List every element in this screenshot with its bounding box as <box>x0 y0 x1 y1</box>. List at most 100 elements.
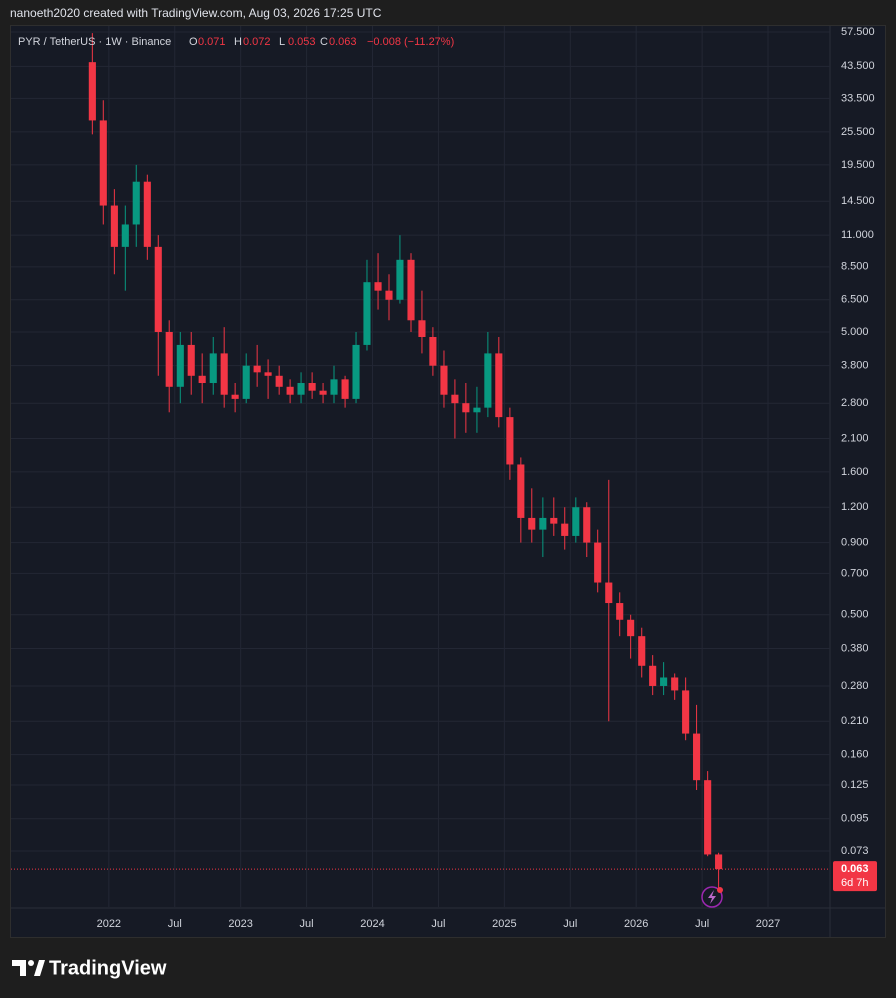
candle-body <box>341 379 349 399</box>
candle-body <box>187 344 195 376</box>
x-tick-label: 2024 <box>360 918 384 930</box>
x-tick-label: Jul <box>168 918 182 930</box>
candle-body <box>110 205 118 247</box>
candle-body <box>231 394 239 399</box>
chart-panel <box>10 25 886 938</box>
candle-body <box>440 365 448 395</box>
y-tick-label: 1.200 <box>841 501 869 513</box>
candle-body <box>264 372 272 376</box>
symbol: PYR / TetherUS · 1W · Binance <box>18 36 171 48</box>
candle-body <box>605 582 613 604</box>
logo-slash <box>34 960 45 976</box>
countdown: 6d 7h <box>841 877 869 889</box>
y-tick-label: 43.500 <box>841 60 875 72</box>
candle-body <box>616 603 624 620</box>
candle-body <box>693 733 701 781</box>
y-tick-label: 2.100 <box>841 432 869 444</box>
x-tick-label: Jul <box>563 918 577 930</box>
candle-body <box>572 507 580 536</box>
x-tick-label: 2025 <box>492 918 516 930</box>
y-tick-label: 5.000 <box>841 326 869 338</box>
ohlc-value: 0.071 <box>198 36 226 48</box>
logo-text: TradingView <box>49 957 167 979</box>
y-tick-label: 0.380 <box>841 642 869 654</box>
x-tick-label: Jul <box>431 918 445 930</box>
candle-body <box>451 394 459 404</box>
y-tick-label: 25.500 <box>841 126 875 138</box>
y-tick-label: 0.095 <box>841 813 869 825</box>
ohlc-value: 0.053 <box>288 36 316 48</box>
candle-body <box>682 690 690 734</box>
footer-logo: TradingView <box>12 957 167 979</box>
candle-body <box>99 120 107 206</box>
candle-body <box>517 464 525 518</box>
candle-body <box>363 282 371 345</box>
labels: 57.500 43.500 33.500 25.500 19.500 14.500 11.0… <box>97 26 877 930</box>
y-tick-label: 2.800 <box>841 397 869 409</box>
y-tick-label: 8.500 <box>841 261 869 273</box>
candle-body <box>220 353 228 395</box>
candle-body <box>660 677 668 686</box>
candle-body <box>198 375 206 384</box>
candle-body <box>704 780 712 855</box>
candle-body <box>671 677 679 691</box>
candle-body <box>583 507 591 543</box>
candle-body <box>528 517 536 530</box>
candle-body <box>132 181 140 225</box>
y-tick-label: 0.160 <box>841 749 869 761</box>
y-tick-label: 14.500 <box>841 195 875 207</box>
y-tick-label: 11.000 <box>841 229 874 241</box>
candle-body <box>506 417 514 465</box>
y-tick-label: 0.700 <box>841 567 869 579</box>
candle-body <box>253 365 261 373</box>
candle-body <box>649 665 657 686</box>
candle-body <box>550 517 558 524</box>
y-tick-label: 3.800 <box>841 360 869 372</box>
candle-body <box>627 619 635 637</box>
candle-body <box>374 282 382 291</box>
candles <box>11 33 830 891</box>
candle-body <box>484 353 492 408</box>
candle-body <box>352 344 360 399</box>
candle-body <box>385 290 393 300</box>
last-price-label: 0.063 <box>841 863 869 875</box>
x-tick-label: Jul <box>300 918 314 930</box>
ohlc-label: H <box>234 36 242 48</box>
ohlc-value: 0.072 <box>243 36 271 48</box>
y-tick-label: 6.500 <box>841 294 869 306</box>
candle-body <box>638 636 646 666</box>
candle-body <box>396 259 404 300</box>
y-tick-label: 0.280 <box>841 680 869 692</box>
logo-dot <box>28 960 34 966</box>
y-tick-label: 0.900 <box>841 536 869 548</box>
candle-body <box>308 383 316 391</box>
candle-body <box>209 353 217 384</box>
header-text: nanoeth2020 created with TradingView.com… <box>10 6 382 20</box>
candle-body <box>429 336 437 366</box>
y-tick-label: 0.073 <box>841 845 869 857</box>
candle-body <box>319 390 327 395</box>
candle-body <box>176 344 184 387</box>
y-tick-label: 33.500 <box>841 92 875 104</box>
candle-body <box>473 407 481 413</box>
candle-body <box>121 224 129 247</box>
candle-body <box>407 259 415 321</box>
candle-body <box>561 523 569 536</box>
candle-body <box>462 403 470 413</box>
candle-body <box>88 62 96 121</box>
event-bolt <box>708 890 716 904</box>
candle-body <box>154 246 162 332</box>
candle-body <box>594 542 602 583</box>
ohlc-label: C <box>320 36 328 48</box>
y-tick-label: 0.210 <box>841 715 869 727</box>
candle-body <box>242 365 250 399</box>
candle-body <box>715 854 723 870</box>
candle-body <box>539 517 547 530</box>
ohlc-label: O <box>189 36 198 48</box>
change: −0.008 (−11.27%) <box>367 36 454 48</box>
event-icon[interactable] <box>701 886 723 908</box>
candle-body <box>165 331 173 387</box>
x-tick-label: 2026 <box>624 918 648 930</box>
